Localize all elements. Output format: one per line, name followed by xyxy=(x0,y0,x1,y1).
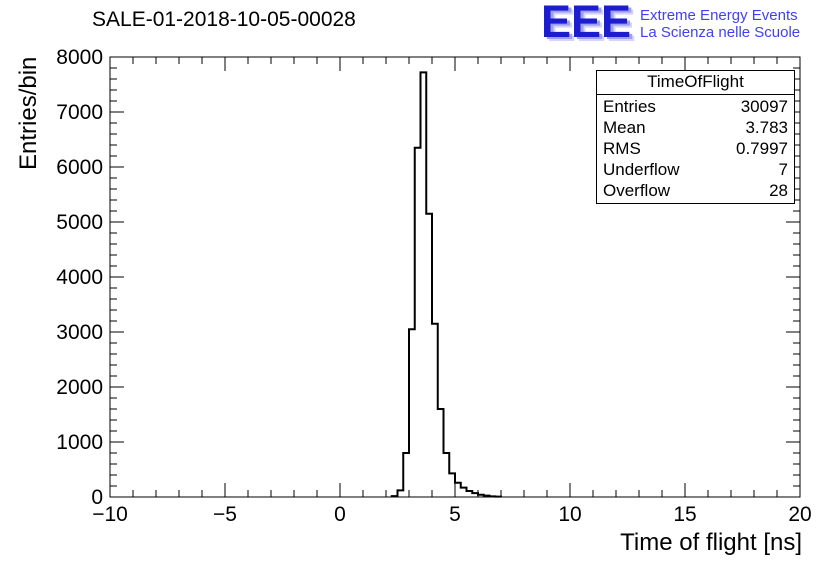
y-tick-label: 5000 xyxy=(56,211,103,234)
x-tick-label: 15 xyxy=(673,503,696,526)
stats-row-label: Entries xyxy=(603,97,656,116)
x-axis-label: Time of flight [ns] xyxy=(620,529,802,556)
histogram-line xyxy=(390,71,502,498)
eee-logo-subtitle: Extreme Energy Events La Scienza nelle S… xyxy=(640,7,800,41)
stats-rows: Entries 30097 Mean 3.783 RMS 0.7997 Underflow 7… xyxy=(597,95,794,203)
y-axis-label: Entries/bin xyxy=(15,57,42,170)
y-tick-label: 3000 xyxy=(56,321,103,344)
y-tick-label: 4000 xyxy=(56,266,103,289)
x-tick-label: 10 xyxy=(558,503,581,526)
eee-logo-line2: La Scienza nelle Scuole xyxy=(640,24,801,41)
y-tick-label: 1000 xyxy=(56,431,103,454)
y-tick-label: 2000 xyxy=(56,376,103,399)
stats-row-value: 28 xyxy=(769,181,788,200)
stats-box: TimeOfFlight Entries 30097 Mean 3.783 RMS 0.7… xyxy=(596,70,795,204)
stats-row: RMS 0.7997 xyxy=(597,138,794,159)
stats-row: Mean 3.783 xyxy=(597,117,794,138)
stats-row: Overflow 28 xyxy=(597,180,794,201)
stats-row-label: RMS xyxy=(603,139,641,158)
y-tick-label: 7000 xyxy=(56,101,103,124)
x-tick-label: −5 xyxy=(213,503,237,526)
x-tick-label: 20 xyxy=(788,503,811,526)
y-tick-label: 6000 xyxy=(56,156,103,179)
stats-row: Underflow 7 xyxy=(597,159,794,180)
x-tick-label: 0 xyxy=(334,503,346,526)
x-tick-label: −10 xyxy=(92,503,128,526)
plot-title: SALE-01-2018-10-05-00028 xyxy=(92,8,356,31)
stats-row-value: 3.783 xyxy=(745,118,788,137)
y-tick-label: 0 xyxy=(91,486,103,509)
stats-row-label: Mean xyxy=(603,118,646,137)
eee-logo-text: EEE xyxy=(541,0,632,47)
stats-title: TimeOfFlight xyxy=(597,71,794,95)
eee-logo: EEE Extreme Energy Events La Scienza nel… xyxy=(541,0,800,47)
stats-row-value: 30097 xyxy=(740,97,788,116)
stats-row-value: 0.7997 xyxy=(736,139,788,158)
eee-logo-line1: Extreme Energy Events xyxy=(640,7,798,24)
stats-row-label: Overflow xyxy=(603,181,671,200)
stats-row-value: 7 xyxy=(778,160,788,179)
y-tick-label: 8000 xyxy=(56,46,103,69)
x-tick-label: 5 xyxy=(449,503,461,526)
stats-row: Entries 30097 xyxy=(597,96,794,117)
stats-row-label: Underflow xyxy=(603,160,680,179)
